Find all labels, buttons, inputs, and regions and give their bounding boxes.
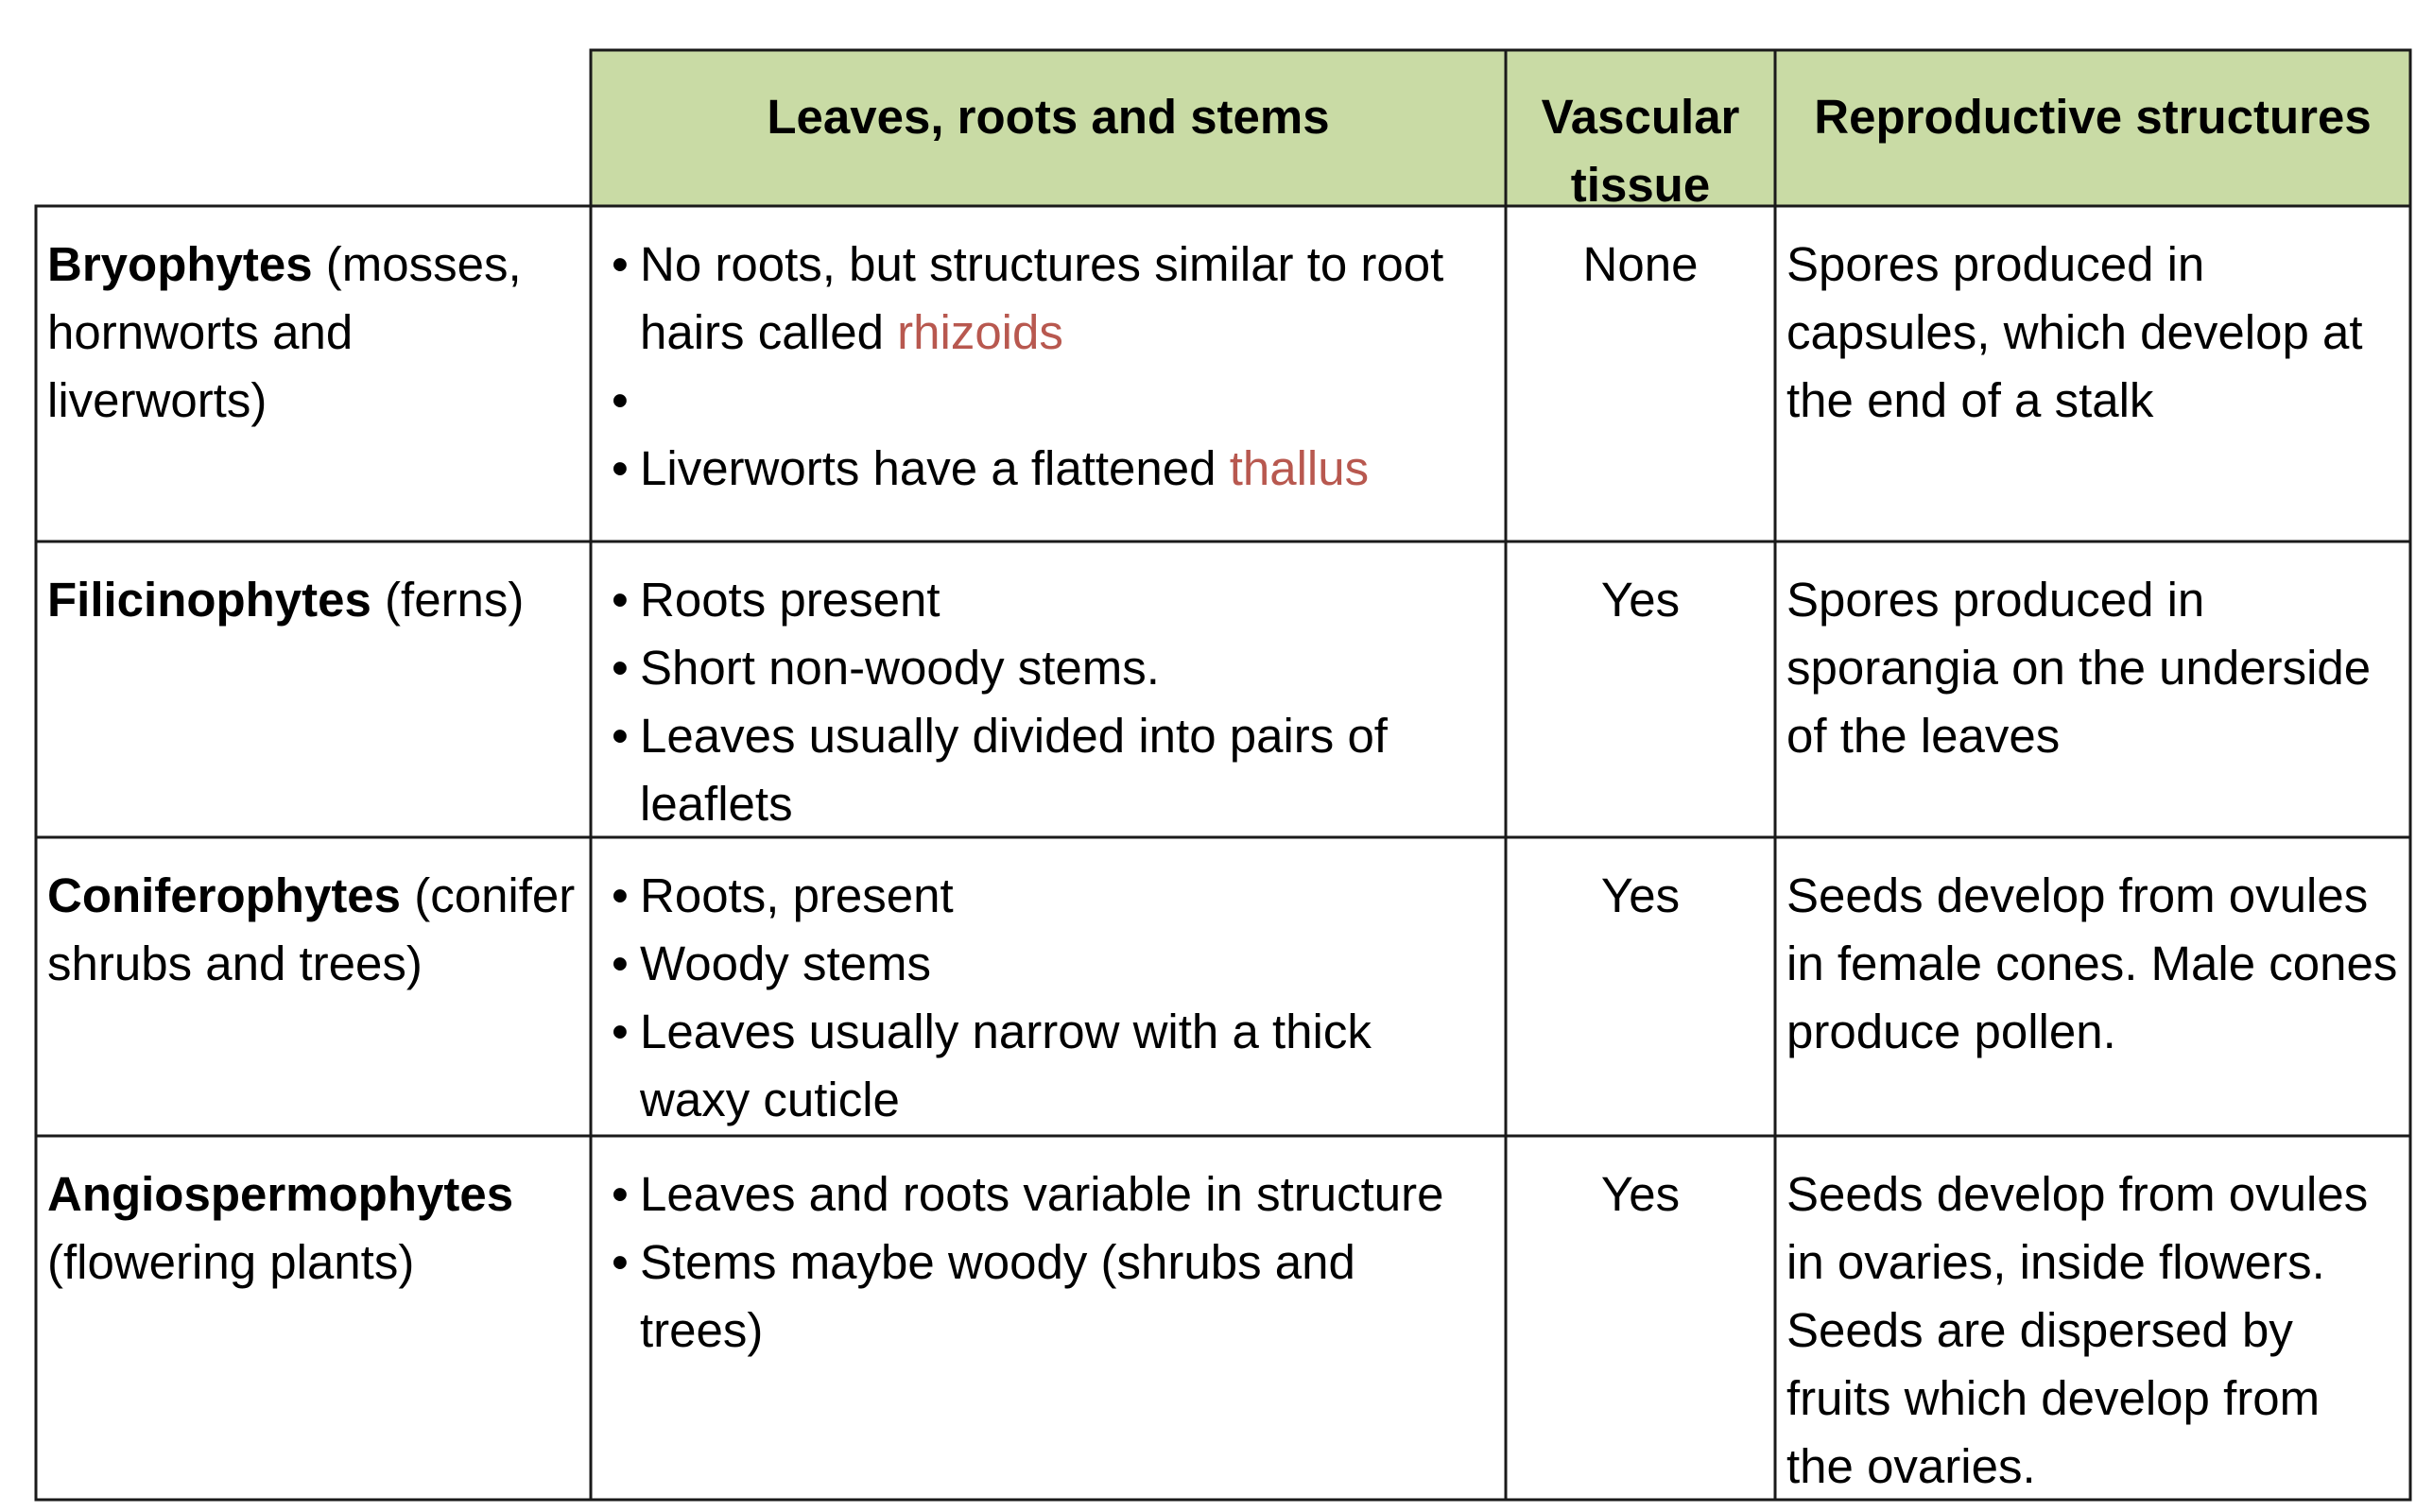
structures-cell: Leaves and roots variable in structure S… <box>591 1136 1506 1500</box>
reproductive-structures-cell: Seeds develop from ovules in female cone… <box>1786 868 2398 1058</box>
plant-group-cell: Filicinophytes (ferns) <box>36 541 591 837</box>
plant-group-name: Filicinophytes <box>47 573 371 627</box>
key-term: thallus <box>1229 441 1370 495</box>
list-item: Leaves usually divided into pairs of lea… <box>602 702 1468 837</box>
plant-group-cell: Angiospermophytes (flowering plants) <box>36 1136 591 1500</box>
list-item: Roots, present <box>602 862 1468 930</box>
list-item <box>602 367 1468 435</box>
vascular-tissue-cell: Yes <box>1600 868 1681 922</box>
structures-list: Roots present Short non-woody stems. Lea… <box>602 566 1468 837</box>
structures-cell: No roots, but structures similar to root… <box>591 206 1506 541</box>
plant-group-examples: (flowering plants) <box>47 1235 415 1289</box>
column-header-vascular-tissue: Vascular tissue <box>1506 50 1775 206</box>
list-item: Short non-woody stems. <box>602 634 1468 702</box>
plant-group-examples: (mosses, hornworts and liverworts) <box>47 237 522 427</box>
list-item: Leaves and roots variable in structure <box>602 1160 1477 1228</box>
list-item: Roots present <box>602 566 1468 634</box>
structures-cell: Roots present Short non-woody stems. Lea… <box>591 541 1506 837</box>
plant-group-examples: (conifer shrubs and trees) <box>47 868 576 990</box>
list-item: Woody stems <box>602 930 1468 998</box>
reproductive-structures-cell: Seeds develop from ovules in ovaries, in… <box>1786 1167 2369 1493</box>
structures-list: Roots, present Woody stems Leaves usuall… <box>602 862 1468 1134</box>
vascular-tissue-cell: None <box>1582 237 1699 291</box>
structures-list: Leaves and roots variable in structure S… <box>602 1160 1477 1365</box>
plant-group-name: Bryophytes <box>47 237 313 291</box>
vascular-tissue-cell: Yes <box>1600 1167 1681 1221</box>
reproductive-structures-cell: Spores produced in sporangia on the unde… <box>1786 573 2372 763</box>
list-item: Stems maybe woody (shrubs and trees) <box>602 1228 1477 1365</box>
key-term: rhizoids <box>897 305 1063 359</box>
plant-group-cell: Coniferophytes (conifer shrubs and trees… <box>36 837 591 1136</box>
list-item: Liverworts have a flattened thallus <box>602 435 1468 503</box>
plant-group-examples: (ferns) <box>371 573 525 627</box>
structures-cell: Roots, present Woody stems Leaves usuall… <box>591 837 1506 1136</box>
column-header-reproductive-structures: Reproductive structures <box>1775 50 2410 206</box>
plant-group-cell: Bryophytes (mosses, hornworts and liverw… <box>36 206 591 541</box>
plant-group-name: Coniferophytes <box>47 868 402 922</box>
list-item: No roots, but structures similar to root… <box>602 231 1468 367</box>
structures-list: No roots, but structures similar to root… <box>602 231 1468 503</box>
plant-group-name: Angiospermophytes <box>47 1167 514 1221</box>
vascular-tissue-cell: Yes <box>1600 573 1681 627</box>
reproductive-structures-cell: Spores produced in capsules, which devel… <box>1786 237 2363 427</box>
column-header-leaves-roots-stems: Leaves, roots and stems <box>591 50 1506 206</box>
list-item: Leaves usually narrow with a thick waxy … <box>602 998 1468 1134</box>
